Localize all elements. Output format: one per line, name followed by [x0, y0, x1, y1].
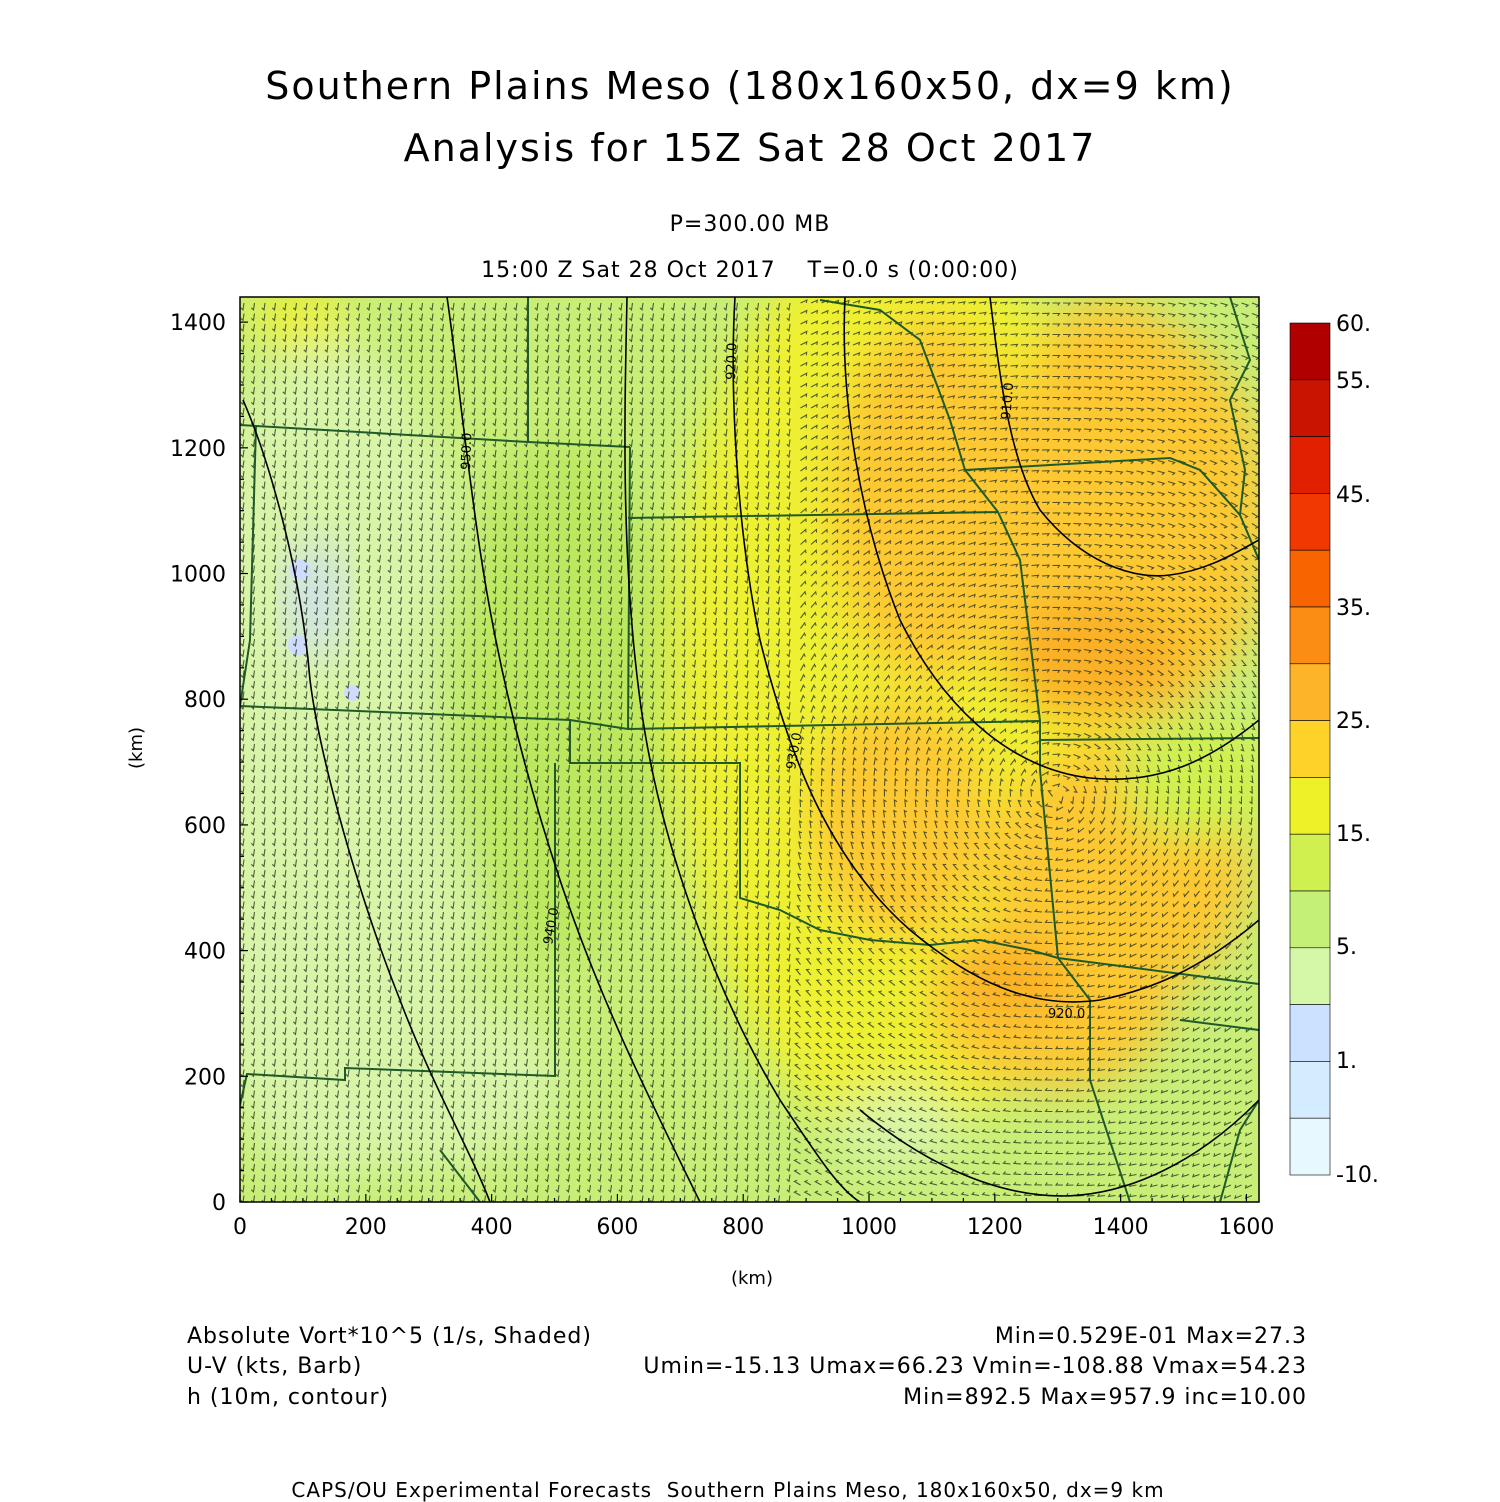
colorbar-labels: 60. 55. 45. 35. 25. 15. 5. 1. -10. [1336, 312, 1379, 1188]
x-tick-labels: 0 200 400 600 800 1000 1200 1400 1600 [233, 1215, 1274, 1240]
contour-label: 920.0 [724, 342, 740, 380]
colorbar-swatch [1289, 663, 1331, 721]
contour-label: 920.0 [1048, 1007, 1085, 1022]
analysis-title: Analysis for 15Z Sat 28 Oct 2017 [403, 126, 1097, 170]
y-axis-label: (km) [126, 727, 147, 769]
x-tick-label: 400 [471, 1215, 513, 1240]
y-tick-label: 1200 [170, 437, 226, 462]
colorbar-label: 15. [1336, 822, 1371, 847]
colorbar-swatch [1289, 890, 1331, 949]
colorbar-label: 5. [1336, 935, 1357, 960]
valid-time: 15:00 Z Sat 28 Oct 2017 T=0.0 s (0:00:00… [481, 258, 1019, 283]
colorbar-label: 60. [1336, 312, 1371, 337]
colorbar-swatch [1289, 606, 1331, 665]
y-tick-label: 0 [212, 1191, 226, 1216]
y-tick-label: 600 [184, 814, 226, 839]
height-contours [242, 297, 1259, 1202]
x-tick-label: 800 [722, 1215, 764, 1240]
legend-field2-stats: Umin=-15.13 Umax=66.23 Vmin=-108.88 Vmax… [643, 1354, 1307, 1379]
colorbar-swatch [1289, 1061, 1331, 1119]
colorbar-swatch [1289, 777, 1331, 835]
colorbar-label: 45. [1336, 483, 1371, 508]
contour-label: 950.0 [459, 432, 475, 470]
y-tick-labels: 0 200 400 600 800 1000 1200 1400 [170, 311, 226, 1216]
colorbar-label: 35. [1336, 596, 1371, 621]
y-tick-label: 800 [184, 688, 226, 713]
axis-ticks [239, 321, 1248, 1203]
legend-field1-name: Absolute Vort*10^5 (1/s, Shaded) [187, 1324, 592, 1349]
legend-field1-stats: Min=0.529E-01 Max=27.3 [994, 1324, 1307, 1349]
colorbar-swatch [1289, 379, 1331, 437]
contour-labels: 950.0 940.0 930.0 920.0 910.0 920.0 [459, 342, 1085, 1022]
x-axis-label: (km) [731, 1268, 773, 1289]
colorbar-swatch [1289, 322, 1331, 381]
colorbar-label: 25. [1336, 709, 1371, 734]
colorbar-swatch [1289, 1117, 1331, 1176]
barb-field [240, 299, 1259, 1202]
x-tick-label: 1400 [1093, 1215, 1149, 1240]
contour-label: 940.0 [541, 906, 562, 945]
y-tick-label: 200 [184, 1065, 226, 1090]
x-tick-label: 1600 [1218, 1215, 1274, 1240]
state-boundaries [240, 297, 1259, 1202]
x-tick-label: 200 [345, 1215, 387, 1240]
pressure-level: P=300.00 MB [669, 212, 831, 237]
colorbar-label: 1. [1336, 1049, 1357, 1074]
wind-barbs [240, 299, 1259, 1202]
legend-field3-name: h (10m, contour) [187, 1385, 390, 1410]
contour-label: 930.0 [784, 731, 805, 770]
y-tick-label: 400 [184, 940, 226, 965]
x-tick-label: 0 [233, 1215, 247, 1240]
colorbar-swatch [1289, 947, 1331, 1005]
plot-frame [239, 296, 1260, 1203]
contour-label: 910.0 [999, 382, 1017, 420]
x-tick-label: 600 [596, 1215, 638, 1240]
colorbar-swatch [1289, 493, 1331, 551]
colorbar-label: -10. [1336, 1163, 1379, 1188]
y-tick-label: 1000 [170, 563, 226, 588]
colorbar-swatch [1289, 436, 1331, 494]
legend-field2-name: U-V (kts, Barb) [187, 1354, 363, 1379]
x-tick-label: 1200 [967, 1215, 1023, 1240]
colorbar [1289, 322, 1331, 1176]
colorbar-swatch [1289, 549, 1331, 608]
x-tick-label: 1000 [841, 1215, 897, 1240]
colorbar-swatch [1289, 1004, 1331, 1062]
colorbar-label: 55. [1336, 369, 1371, 394]
main-title: Southern Plains Meso (180x160x50, dx=9 k… [265, 64, 1235, 108]
colorbar-swatch [1289, 720, 1331, 778]
legend-field3-stats: Min=892.5 Max=957.9 inc=10.00 [903, 1385, 1307, 1410]
y-tick-label: 1400 [170, 311, 226, 336]
colorbar-swatch [1289, 833, 1331, 892]
footer-credit: CAPS/OU Experimental Forecasts Southern … [291, 1478, 1165, 1502]
